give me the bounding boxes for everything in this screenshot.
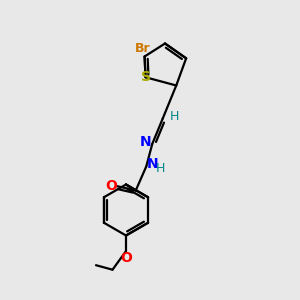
Text: O: O — [105, 179, 117, 193]
Text: S: S — [140, 70, 151, 84]
Text: Br: Br — [135, 42, 151, 55]
Text: N: N — [140, 135, 152, 148]
Text: H: H — [169, 110, 179, 124]
Text: O: O — [120, 251, 132, 265]
Text: H: H — [156, 162, 165, 176]
Text: N: N — [147, 157, 159, 171]
